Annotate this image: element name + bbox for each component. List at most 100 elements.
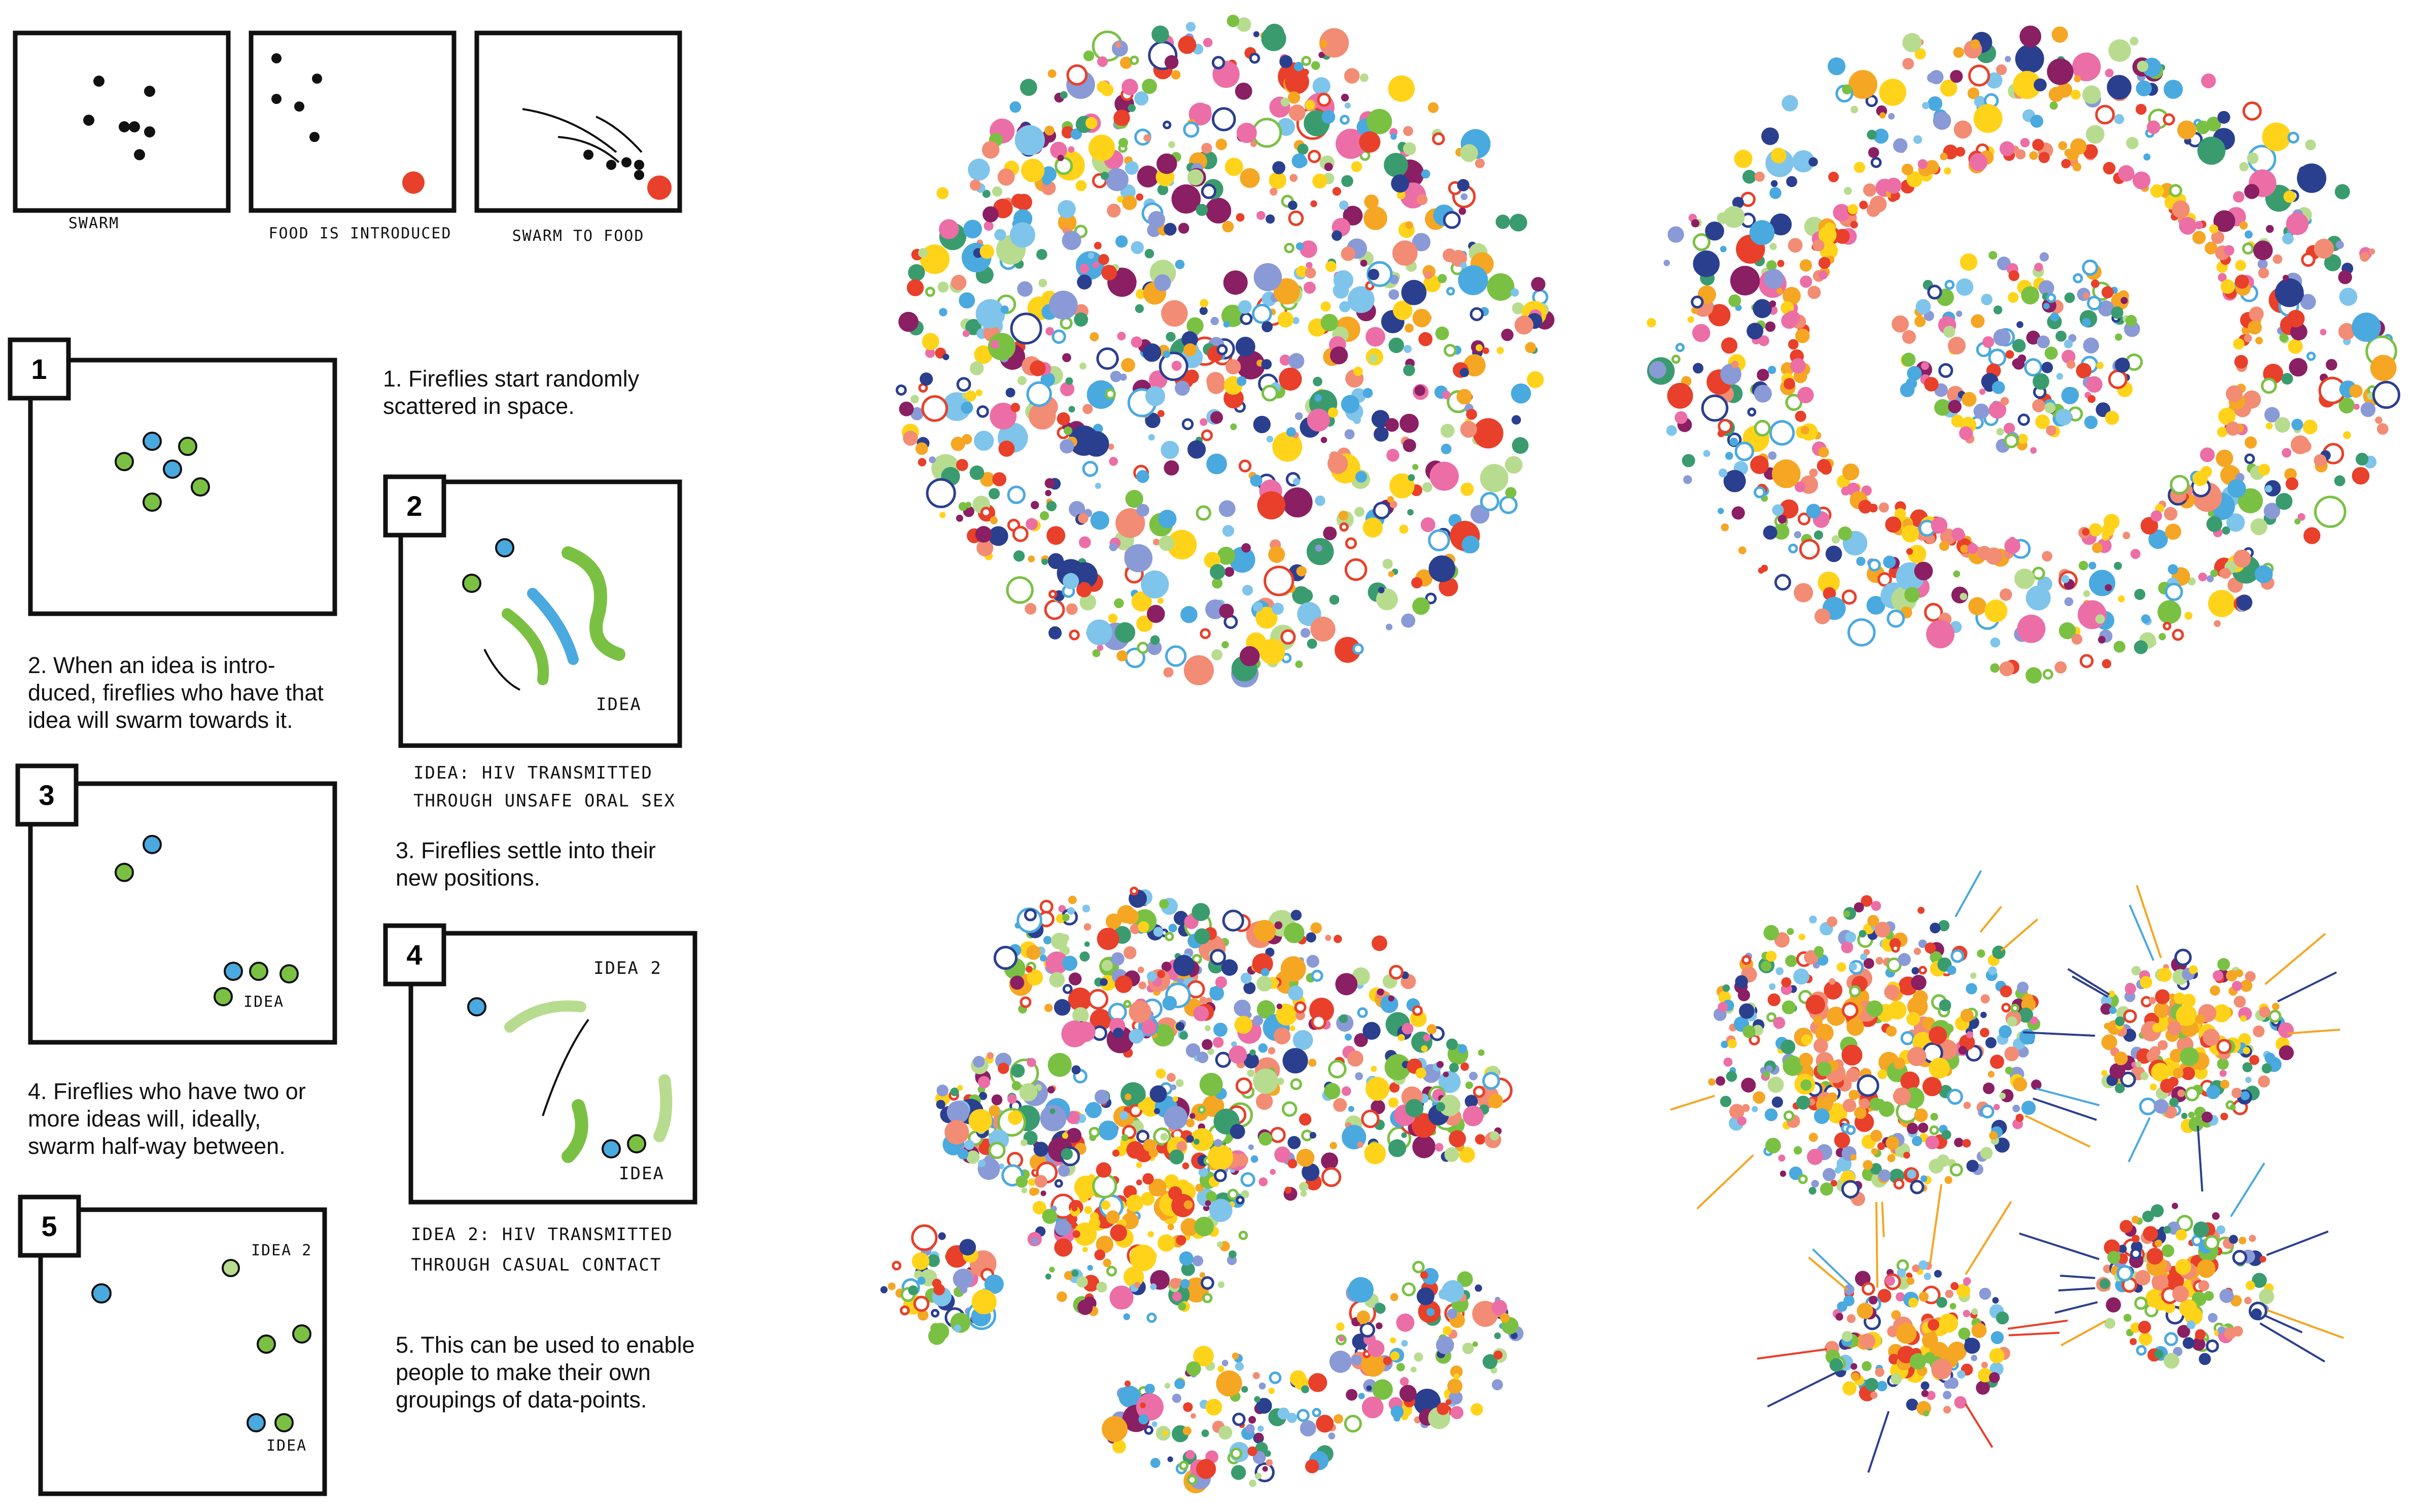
- firefly-dot: [1287, 91, 1301, 104]
- firefly-dot: [1915, 299, 1931, 314]
- firefly-dot: [1866, 203, 1880, 217]
- firefly-dot: [1731, 506, 1745, 520]
- firefly-dot: [2212, 1004, 2231, 1023]
- firefly-dot: [1217, 546, 1236, 565]
- firefly-dot: [1203, 38, 1213, 48]
- firefly-dot: [1991, 381, 2005, 394]
- firefly-dot: [1092, 1173, 1117, 1199]
- firefly-dot: [1102, 1416, 1128, 1442]
- firefly-dot: [1908, 545, 1927, 564]
- firefly-dot: [1222, 909, 1244, 932]
- firefly-dot: [1960, 544, 1969, 553]
- firefly-dot: [1207, 1144, 1234, 1170]
- firefly-dot: [1187, 169, 1204, 186]
- firefly-dot: [1328, 1432, 1336, 1439]
- firefly-dot: [2083, 337, 2099, 354]
- firefly-dot: [1077, 1299, 1093, 1315]
- firefly-dot: [1277, 311, 1294, 328]
- firefly-dot: [2176, 1229, 2187, 1241]
- firefly-dot: [1908, 1297, 1918, 1308]
- firefly-dot: [1191, 1413, 1196, 1419]
- firefly-dot: [1307, 639, 1317, 649]
- firefly-dot: [1178, 223, 1189, 234]
- firefly-dot: [1354, 1033, 1368, 1047]
- step-number: 2: [406, 490, 422, 522]
- firefly-dot: [1720, 363, 1742, 385]
- firefly-dot: [2258, 1075, 2270, 1087]
- firefly-dot: [1008, 1110, 1023, 1125]
- firefly-dot: [1891, 1373, 1902, 1385]
- firefly-dot: [1201, 1276, 1214, 1290]
- firefly-dot: [1052, 329, 1066, 344]
- firefly-dot: [1319, 40, 1327, 48]
- firefly-dot: [2120, 297, 2128, 304]
- firefly-dot: [1956, 1283, 1971, 1298]
- firefly-dot: [2082, 318, 2091, 327]
- firefly-dot: [1031, 501, 1039, 509]
- firefly-dot: [1136, 615, 1153, 632]
- firefly-dot: [1253, 415, 1271, 434]
- firefly-dot: [1041, 558, 1048, 565]
- firefly-dot: [1794, 531, 1802, 539]
- firefly-dot: [1359, 131, 1381, 153]
- firefly-dot: [1062, 913, 1070, 922]
- cluster-random-scatter: [895, 15, 1555, 688]
- firefly-dot: [1647, 318, 1656, 328]
- firefly-dot: [2115, 358, 2130, 373]
- firefly-dot: [1871, 901, 1881, 911]
- firefly-dot: [1920, 1175, 1928, 1182]
- top-panel-swarm-to-food: SWARM TO FOOD: [474, 30, 682, 245]
- firefly-dot: [1388, 289, 1399, 300]
- firefly-dot: [1891, 1310, 1901, 1320]
- firefly-dot: [1837, 1301, 1847, 1312]
- firefly-dot: [1509, 214, 1527, 232]
- firefly-dot: [2201, 73, 2216, 88]
- firefly-dot: [1785, 955, 1798, 967]
- firefly-dot: [2179, 1299, 2197, 1317]
- firefly-dot: [1800, 1079, 1812, 1091]
- firefly-dot: [2263, 503, 2281, 519]
- firefly-dot: [2102, 523, 2115, 537]
- firefly-dot: [2216, 449, 2233, 467]
- firefly-dot: [1649, 361, 1666, 378]
- firefly-dot: [1948, 400, 1962, 413]
- firefly-dot: [2376, 423, 2389, 435]
- firefly-dot: [1313, 376, 1322, 386]
- firefly-dot: [2183, 1337, 2195, 1349]
- firefly-dot: [957, 1085, 963, 1091]
- firefly-dot: [2025, 667, 2042, 684]
- firefly-dot: [2114, 114, 2124, 124]
- firefly-dot: [1209, 1199, 1233, 1222]
- firefly-dot: [1302, 68, 1309, 76]
- firefly-dot: [1067, 907, 1075, 915]
- firefly-dot: [1768, 451, 1777, 460]
- firefly-dot: [2108, 39, 2131, 62]
- firefly-dot: [1101, 83, 1114, 96]
- firefly-dot: [1050, 142, 1067, 159]
- firefly-dot: [1878, 502, 1889, 513]
- firefly-dot: [1511, 415, 1521, 425]
- firefly-dot: [1917, 906, 1925, 914]
- firefly-dot: [1786, 1056, 1801, 1070]
- firefly-dot: [898, 311, 919, 332]
- firefly-dot: [1469, 1072, 1478, 1080]
- firefly-dot: [1071, 1065, 1081, 1075]
- firefly-dot: [1170, 1278, 1181, 1289]
- firefly-dot: [1885, 1276, 1895, 1286]
- firefly-dot: [2084, 415, 2098, 429]
- firefly-dot: [1009, 222, 1035, 248]
- firefly-dot: [1505, 487, 1517, 499]
- firefly-dot: [1315, 544, 1322, 552]
- firefly-dot: [1809, 468, 1818, 477]
- firefly-dot: [1288, 104, 1306, 121]
- firefly-dot: [1725, 452, 1733, 460]
- firefly-dot: [2180, 1047, 2199, 1066]
- firefly-dot: [927, 1254, 940, 1268]
- firefly-dot: [998, 1063, 1009, 1074]
- firefly-dot: [1399, 1385, 1417, 1402]
- firefly-dot: [2287, 131, 2299, 144]
- firefly-dot: [1069, 629, 1080, 641]
- firefly-dot: [1761, 565, 1768, 572]
- firefly-dot: [2235, 969, 2244, 977]
- firefly-dot: [969, 465, 985, 480]
